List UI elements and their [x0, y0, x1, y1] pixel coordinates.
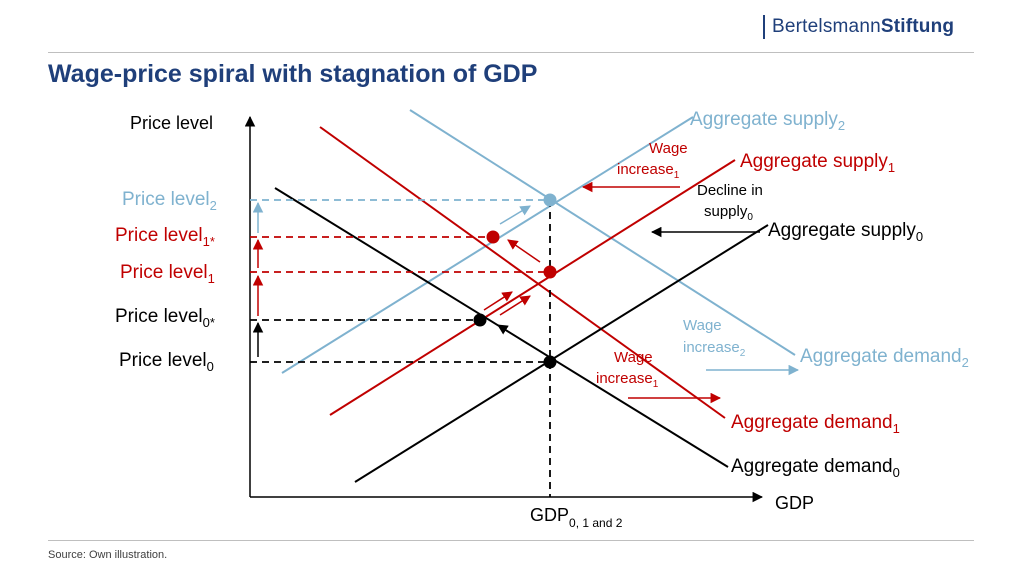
aggregate-demand-1-line	[319, 126, 726, 419]
label-aggregate-supply-2: Aggregate supply2	[690, 109, 845, 133]
equilibrium-point-0star	[473, 313, 487, 327]
arrow-1star-to-2	[499, 205, 531, 225]
top-divider	[48, 52, 974, 53]
annotation-wage1-sub: 1	[653, 379, 659, 390]
annotation-decline-line2: supply	[704, 203, 748, 220]
x-tick-main: GDP	[530, 505, 569, 525]
label-aggregate-supply-0: Aggregate supply0	[768, 220, 923, 244]
equilibrium-point-0	[543, 355, 557, 369]
source-note: Source: Own illustration.	[48, 549, 168, 561]
annotation-decline-sub: 0	[747, 212, 753, 223]
label-pl1star-main: Price level	[115, 225, 203, 246]
label-price-level-1star: Price level1*	[115, 225, 215, 249]
label-pl1star-sub: 1*	[203, 234, 215, 249]
page-title: Wage-price spiral with stagnation of GDP	[48, 60, 538, 88]
bertelsmann-logo: BertelsmannStiftung	[763, 14, 954, 40]
label-price-level-0: Price level0	[119, 350, 214, 374]
aggregate-supply-1-line	[329, 159, 736, 416]
label-price-level-1: Price level1	[120, 262, 215, 286]
label-ad2-main: Aggregate demand	[800, 346, 962, 367]
annotation-wage1-line1: Wage	[614, 349, 653, 366]
label-pl1-main: Price level	[120, 262, 208, 283]
aggregate-supply-2-line	[281, 116, 694, 374]
equilibrium-point-1	[543, 265, 557, 279]
x-tick-gdp: GDP0, 1 and 2	[530, 505, 623, 530]
label-as0-main: Aggregate supply	[768, 220, 916, 241]
label-ad1-main: Aggregate demand	[731, 412, 893, 433]
label-as0-sub: 0	[916, 229, 923, 244]
label-as1-main: Aggregate supply	[740, 151, 888, 172]
label-aggregate-demand-2: Aggregate demand2	[800, 346, 969, 370]
label-pl0-main: Price level	[119, 350, 207, 371]
annotation-wage2-line2: increase	[683, 339, 740, 356]
logo-text: BertelsmannStiftung	[772, 16, 954, 38]
aggregate-demand-2-line	[409, 109, 796, 356]
arrow-0-to-0star	[497, 324, 529, 345]
logo-bold: Stiftung	[880, 16, 955, 37]
label-pl2-sub: 2	[210, 198, 217, 213]
label-ad2-sub: 2	[962, 355, 969, 370]
label-as1-sub: 1	[888, 160, 895, 175]
x-axis-label: GDP	[775, 493, 814, 513]
annotation-wage-increase-top: Wage increase1	[617, 140, 692, 181]
label-pl0-sub: 0	[207, 359, 214, 374]
x-tick-sub: 0, 1 and 2	[569, 516, 623, 530]
annotation-wage-increase-2: Wage increase2	[683, 317, 746, 359]
annotation-wage-top-line1: Wage	[649, 140, 688, 157]
label-ad0-main: Aggregate demand	[731, 456, 893, 477]
annotation-wage2-sub: 2	[740, 348, 746, 359]
annotation-wage-increase-1: Wage increase1	[596, 349, 659, 390]
label-pl0star-sub: 0*	[203, 315, 215, 330]
label-ad1-sub: 1	[893, 421, 900, 436]
annotation-decline-line1: Decline in	[697, 182, 763, 199]
equilibrium-point-1star	[486, 230, 500, 244]
annotation-decline-supply: Decline in supply0	[697, 182, 767, 223]
equilibrium-point-2	[543, 193, 557, 207]
annotation-wage2-line1: Wage	[683, 317, 722, 334]
label-as2-sub: 2	[838, 118, 845, 133]
label-aggregate-supply-1: Aggregate supply1	[740, 151, 895, 175]
label-price-level-2: Price level2	[122, 189, 217, 213]
label-aggregate-demand-0: Aggregate demand0	[731, 456, 900, 480]
arrow-1-to-1star	[507, 239, 541, 263]
label-pl0star-main: Price level	[115, 306, 203, 327]
arrow-0star-to-1-b	[499, 295, 531, 316]
annotation-wage-top-line2: increase	[617, 161, 674, 178]
label-ad0-sub: 0	[893, 465, 900, 480]
label-pl2-main: Price level	[122, 189, 210, 210]
logo-regular: Bertelsmann	[772, 16, 881, 37]
annotation-wage-top-sub: 1	[674, 170, 680, 181]
label-aggregate-demand-1: Aggregate demand1	[731, 412, 900, 436]
label-pl1-sub: 1	[208, 271, 215, 286]
y-axis-label: Price level	[130, 113, 213, 133]
label-price-level-0star: Price level0*	[115, 306, 215, 330]
bottom-divider	[48, 540, 974, 541]
arrow-0star-to-1-a	[483, 291, 513, 311]
label-as2-main: Aggregate supply	[690, 109, 838, 130]
aggregate-supply-0-line	[354, 224, 769, 483]
annotation-wage1-line2: increase	[596, 370, 653, 387]
logo-bar	[763, 15, 765, 39]
